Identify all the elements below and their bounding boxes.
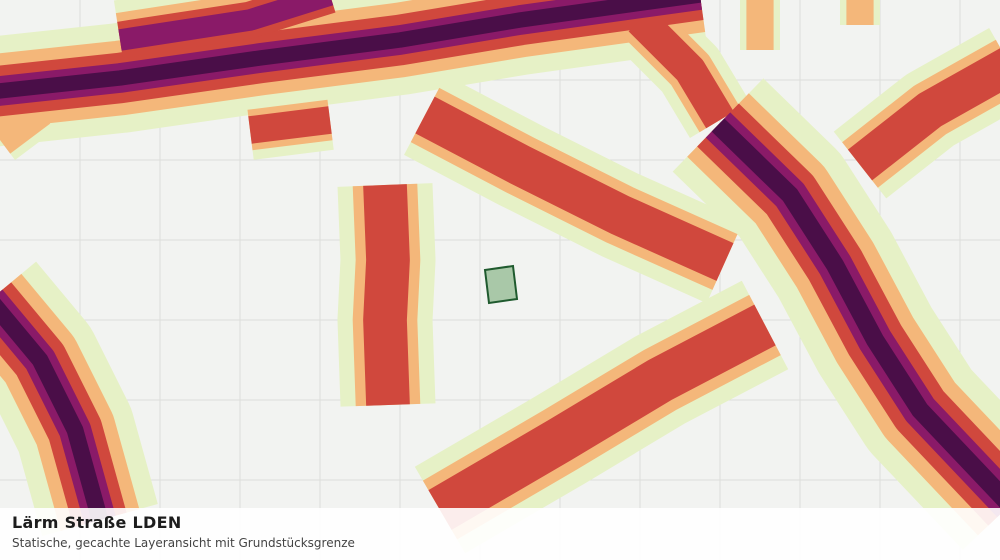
noise-band	[363, 184, 410, 406]
noise-band	[0, 0, 702, 99]
layer-subtitle: Statische, gecachte Layeransicht mit Gru…	[12, 536, 355, 550]
noise-band	[711, 118, 1000, 508]
noise-band	[415, 96, 734, 281]
layer-title: Lärm Straße LDEN	[12, 513, 182, 532]
noise-band	[0, 298, 109, 523]
parcel-boundary[interactable]	[483, 264, 519, 305]
noise-band	[248, 106, 332, 144]
legend-footer	[0, 508, 1000, 560]
noise-band	[847, 48, 1000, 181]
noise-band	[0, 96, 51, 154]
noise-band	[118, 0, 334, 51]
noise-band	[428, 304, 776, 530]
noise-band	[628, 8, 734, 129]
